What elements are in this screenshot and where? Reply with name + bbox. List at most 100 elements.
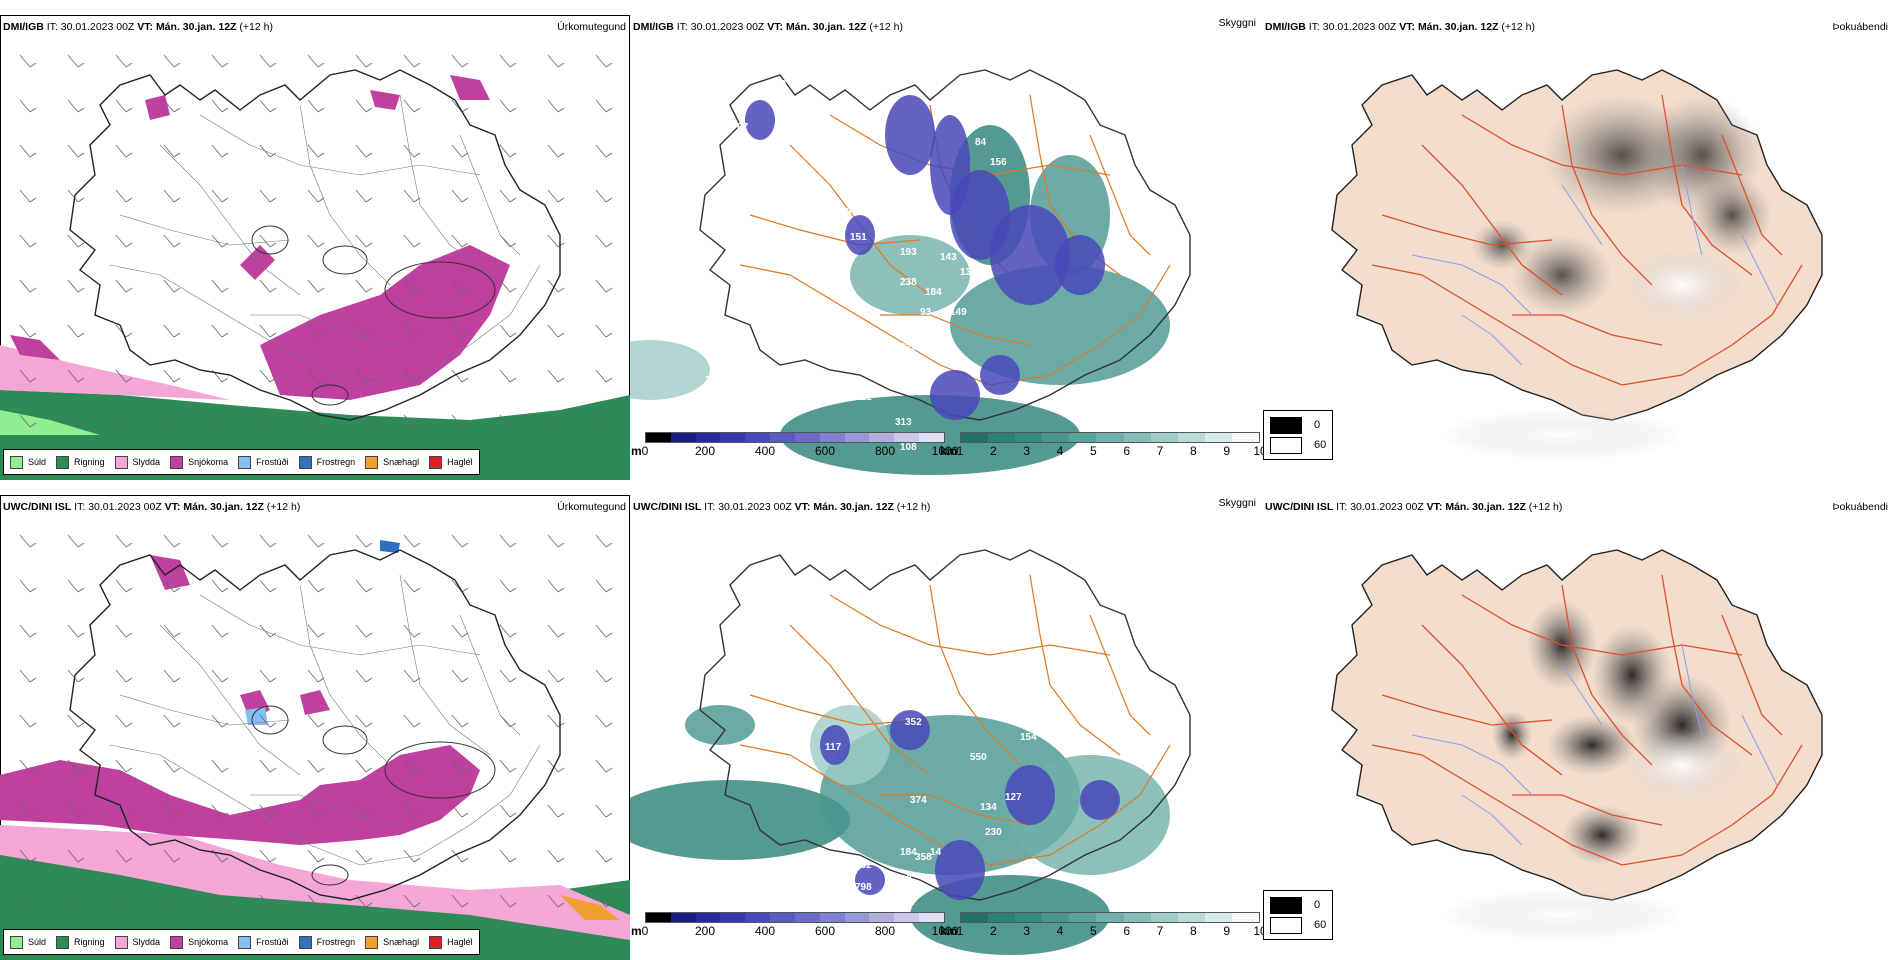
ceiling-value-label: 141 [885,227,902,238]
low-ceiling-area [1080,780,1120,820]
ceiling-value-label: 185 [765,242,782,253]
legend-label: Haglél [447,457,473,467]
color-bar-segment [745,433,771,442]
legend-swatch [10,455,23,469]
tick-label: 2 [989,444,997,458]
ceiling-value-label: 134 [980,802,997,813]
panel-title: UWC/DINI ISL IT: 30.01.2023 00Z VT: Mán.… [1265,501,1563,513]
color-bar-segment [770,433,795,442]
rivers [1411,644,1778,846]
legend-item: Snæhagl [365,455,420,469]
color-bar-segment [720,913,746,922]
legend-item: Snjókoma [170,455,228,469]
legend-label: Rigning [74,457,105,467]
legend-label: Súld [28,457,47,467]
visibility-area [950,265,1170,385]
legend-label: Snæhagl [383,937,420,947]
tick-label: 1 [956,924,964,938]
fog-legend-label: 0 [1314,419,1321,431]
fog-index-area [1512,235,1612,315]
low-ceiling-area [980,355,1020,395]
visibility-panel-uwc: UWC/DINI ISL IT: 30.01.2023 00Z VT: Mán.… [630,495,1260,960]
legend-item: Frostúði [238,455,289,469]
color-bar-segment [1069,433,1097,442]
color-bar-segment [1042,913,1070,922]
color-bar-segment [988,433,1016,442]
ceiling-value-label: 289 [920,702,937,713]
ceiling-value-label: 154 [830,107,847,118]
legend-item: Rigning [56,935,105,949]
fog-legend-label: 60 [1314,439,1327,451]
precip-area [245,707,268,725]
tick-label: 800 [874,924,896,938]
tick-label: 8 [1189,444,1197,458]
legend-label: Rigning [74,937,105,947]
legend-swatch [10,935,23,949]
color-bar-segment [646,433,671,442]
legend-swatch [298,935,312,949]
wind-barbs [19,54,613,428]
ceiling-value-label: 80 [775,79,787,90]
ceiling-value-label: 109 [800,252,817,263]
legend-swatch [298,455,312,469]
legend-label: Frostregn [316,457,356,467]
ceiling-value-label: 117 [825,742,842,753]
panel-title: DMI/IGB IT: 30.01.2023 00Z VT: Mán. 30.j… [1265,21,1535,33]
color-bar-segment [1096,913,1124,922]
legend-swatch [170,455,184,469]
precip-map [0,54,630,480]
legend-swatch [429,935,443,949]
legend-item: Haglél [429,455,473,469]
color-bar-segment [988,913,1016,922]
legend-swatch [365,935,379,949]
precip-area [0,825,630,940]
legend-swatch [56,935,70,949]
fog-legend-swatch [1270,436,1302,454]
fog-legend-swatch [1270,896,1302,914]
legend-swatch [238,935,252,949]
tick-label: 5 [1089,444,1097,458]
legend-item: Frostregn [298,455,356,469]
color-bar-segment [670,433,696,442]
ceiling-color-bar [645,912,945,923]
legend-label: Snæhagl [383,457,420,467]
panel-title: UWC/DINI ISL IT: 30.01.2023 00Z VT: Mán.… [633,501,931,513]
fog-legend-dmi: 0 60 [1263,410,1334,460]
vis-color-bar [960,912,1260,923]
ceiling-value-label: 798 [855,882,872,893]
color-bar-segment [894,913,920,922]
ceiling-value-label: 93 [920,307,932,318]
legend-item: Snæhagl [365,935,420,949]
rivers [1411,164,1778,366]
fog-panel-dmi: DMI/IGB IT: 30.01.2023 00Z VT: Mán. 30.j… [1262,15,1892,480]
legend-label: Snjókoma [188,937,229,947]
fog-panel-uwc: UWC/DINI ISL IT: 30.01.2023 00Z VT: Mán.… [1262,495,1892,960]
color-bar-segment [844,433,870,442]
tick-label: 3 [1023,924,1030,938]
fog-index-area [1442,890,1682,940]
color-bar-segment [720,433,746,442]
ceiling-value-label: 108 [900,442,917,453]
iceland-coastline [699,69,1191,421]
legend-item: Haglél [429,935,473,949]
legend-label: Frostúði [256,937,289,947]
iceland-coastline [699,549,1191,901]
wind-barbs [19,534,613,908]
color-bar-segment [670,913,696,922]
color-bar-segment [1015,433,1043,442]
ceiling-value-label: 143 [940,252,957,263]
color-bar-segment [1042,433,1070,442]
low-ceiling-area [885,95,935,175]
tick-label: 0 [641,924,649,938]
vis-scale-uwc: 1 2 3 4 5 6 7 8 9 10 km [940,912,1267,938]
fog-legend-item: 0 [1270,415,1326,435]
ceiling-value-label: 156 [990,157,1007,168]
color-bar-segment [1150,433,1178,442]
ceiling-value-label: 221 [855,392,872,403]
precip-area [10,335,60,360]
tick-label: 1000 [931,924,959,938]
fog-legend-label: 0 [1314,899,1321,911]
tick-label: 1000 [931,444,959,458]
panel-title: UWC/DINI ISL IT: 30.01.2023 00Z VT: Mán.… [3,501,301,513]
